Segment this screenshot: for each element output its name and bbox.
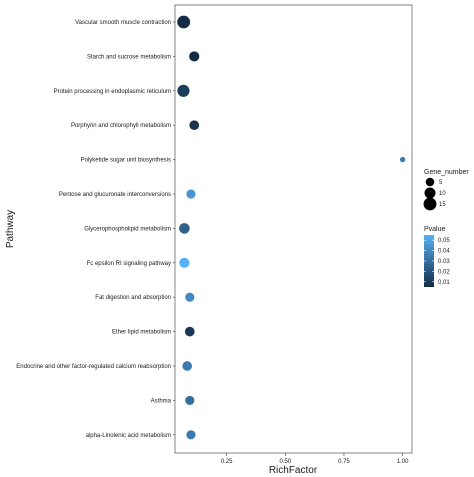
y-tick-label: Protein processing in endoplasmic reticu… (54, 89, 171, 95)
data-point (179, 223, 190, 234)
data-point (186, 430, 196, 440)
color-legend-title: Pvalue (424, 226, 446, 233)
data-point (177, 84, 190, 97)
y-tick-label: Porphyrin and chlorophyll metabolism (71, 123, 171, 129)
color-legend-label: 0.03 (438, 259, 450, 265)
size-legend-label: 10 (439, 191, 446, 197)
plot-panel (174, 4, 413, 454)
x-tick-label: 0.25 (221, 459, 233, 465)
data-point (177, 15, 191, 29)
size-legend-key (423, 197, 437, 211)
size-legend-title: Gene_number (424, 169, 469, 176)
y-tick-label: Fat digestion and absorption (95, 295, 171, 301)
data-point (185, 292, 195, 302)
size-legend-key (425, 177, 435, 187)
y-tick-label: Pentose and glucuronate interconversions (59, 192, 171, 198)
color-legend-label: 0.05 (438, 238, 450, 244)
y-tick-label: Vascular smooth muscle contraction (75, 20, 171, 26)
size-legend: Gene_number 5 10 15 (423, 169, 469, 211)
x-tick-label: 0.50 (279, 459, 291, 465)
color-legend-label: 0.02 (438, 269, 450, 275)
y-tick-label: alpha-Linolenic acid metabolism (86, 433, 171, 439)
size-legend-label: 5 (439, 180, 443, 186)
x-tick-label: 1.00 (397, 459, 409, 465)
x-axis: 0.25 0.50 0.75 1.00 (221, 453, 409, 465)
data-point (184, 326, 195, 337)
y-tick-label: Starch and sucrose metabolism (87, 54, 171, 60)
y-tick-label: Fc epsilon RI signaling pathway (87, 261, 171, 267)
x-tick-label: 0.75 (338, 459, 350, 465)
data-point (189, 120, 200, 131)
x-axis-title: RichFactor (269, 465, 318, 476)
data-point (189, 51, 200, 62)
y-tick-label: Endocrine and other factor-regulated cal… (16, 364, 171, 370)
color-legend-label: 0.04 (438, 249, 450, 255)
color-legend: Pvalue 0.01 0.02 0.03 0.04 0.05 (424, 226, 450, 287)
y-tick-label: Polyketide sugar unit biosynthesis (81, 158, 171, 164)
size-legend-key (424, 187, 436, 199)
color-legend-bar (424, 235, 434, 287)
y-tick-label: Glycerophospholipid metabolism (84, 226, 171, 232)
data-point (182, 361, 193, 371)
color-legend-label: 0.01 (438, 280, 450, 286)
y-tick-label: Ether lipid metabolism (112, 330, 171, 336)
size-legend-label: 15 (439, 202, 446, 208)
data-point (179, 257, 190, 268)
y-tick-label: Asthma (151, 398, 172, 404)
data-point (186, 189, 196, 199)
data-point (399, 156, 406, 163)
data-points (177, 15, 406, 440)
data-point (185, 395, 195, 405)
y-axis-labels: Vascular smooth muscle contraction Starch… (16, 20, 175, 439)
y-axis-title: Pathway (5, 210, 16, 248)
